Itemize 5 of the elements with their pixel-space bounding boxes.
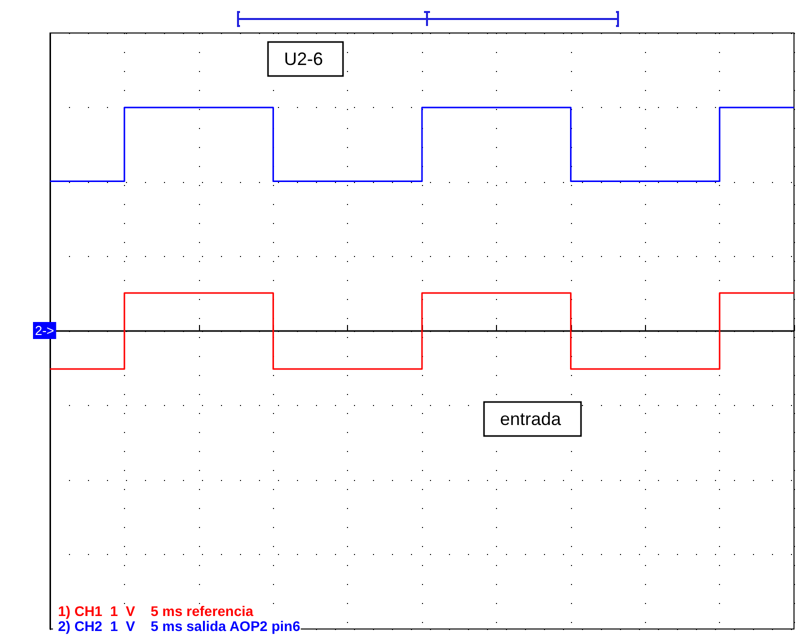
text: 2) CH2 1 V 5 ms salida AOP2 pin6: [58, 618, 300, 634]
text: U2-6: [284, 49, 324, 69]
annotation: 2->: [35, 323, 54, 338]
text: entrada: [500, 409, 562, 429]
text: 1) CH1 1 V 5 ms referencia: [58, 603, 254, 619]
